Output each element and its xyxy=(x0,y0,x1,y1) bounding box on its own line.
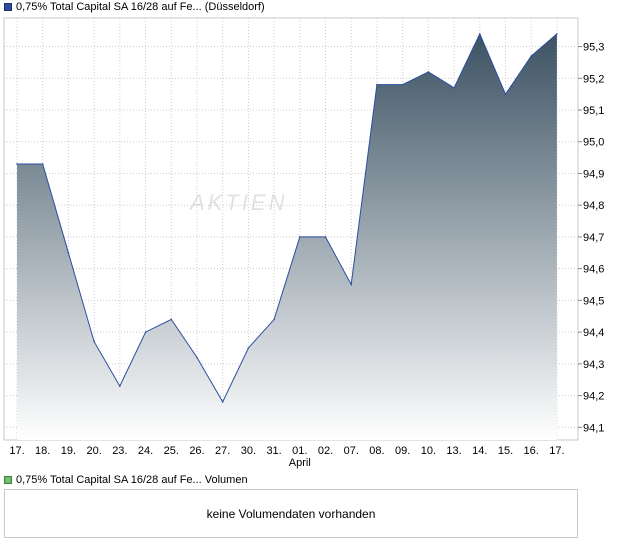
watermark-logo: AKTIEN xyxy=(190,190,288,215)
price-point xyxy=(93,340,95,343)
x-tick-label: 31. xyxy=(266,445,281,457)
price-point xyxy=(273,318,275,321)
price-point xyxy=(479,33,481,35)
x-tick-label: 27. xyxy=(215,445,230,457)
x-tick-label: 02. xyxy=(318,445,333,457)
x-tick-label: 23. xyxy=(112,445,127,457)
volume-legend: 0,75% Total Capital SA 16/28 auf Fe... V… xyxy=(4,473,248,487)
y-tick-label: 94,7 xyxy=(583,232,604,244)
price-point xyxy=(427,71,430,73)
price-legend-swatch xyxy=(4,3,12,11)
price-point xyxy=(299,236,301,238)
x-tick-label: 08. xyxy=(369,445,384,457)
y-tick-label: 95,2 xyxy=(583,73,604,85)
y-tick-label: 95,3 xyxy=(583,42,604,54)
price-point xyxy=(119,385,121,387)
x-tick-label: 25. xyxy=(164,445,179,457)
x-month-label: April xyxy=(289,457,311,469)
price-point xyxy=(453,87,455,89)
x-tick-label: 17. xyxy=(9,445,24,457)
volume-legend-swatch xyxy=(4,476,12,484)
price-point xyxy=(247,347,250,349)
x-tick-label: 20. xyxy=(86,445,101,457)
price-point xyxy=(401,83,404,86)
price-area xyxy=(17,33,557,441)
x-tick-label: 26. xyxy=(189,445,204,457)
y-tick-label: 95,1 xyxy=(583,105,604,117)
price-point xyxy=(196,356,198,359)
y-tick-label: 94,9 xyxy=(583,168,604,180)
price-point xyxy=(16,163,18,165)
x-tick-label: 17. xyxy=(549,445,564,457)
price-point xyxy=(221,401,224,403)
volume-panel: keine Volumendaten vorhanden xyxy=(4,489,578,538)
volume-empty-message: keine Volumendaten vorhanden xyxy=(206,506,376,521)
y-tick-label: 95,0 xyxy=(583,137,604,149)
price-line xyxy=(17,32,558,403)
price-point xyxy=(350,283,353,286)
y-tick-label: 94,8 xyxy=(583,200,604,212)
y-tick-label: 94,5 xyxy=(583,295,604,307)
y-tick-label: 94,1 xyxy=(583,422,604,434)
price-point xyxy=(144,331,147,333)
y-tick-label: 94,2 xyxy=(583,391,604,403)
x-tick-label: 16. xyxy=(524,445,539,457)
price-legend-label: 0,75% Total Capital SA 16/28 auf Fe... (… xyxy=(16,1,265,13)
x-tick-label: 10. xyxy=(421,445,436,457)
x-tick-label: 13. xyxy=(446,445,461,457)
price-point xyxy=(67,252,70,254)
y-tick-label: 94,4 xyxy=(583,327,604,339)
price-point xyxy=(376,83,378,86)
x-tick-label: 07. xyxy=(344,445,359,457)
x-tick-label: 30. xyxy=(241,445,256,457)
x-tick-label: 09. xyxy=(395,445,410,457)
y-tick-label: 94,6 xyxy=(583,264,604,276)
volume-legend-label: 0,75% Total Capital SA 16/28 auf Fe... V… xyxy=(16,474,248,486)
x-tick-label: 24. xyxy=(138,445,153,457)
price-point xyxy=(170,318,173,321)
x-tick-label: 15. xyxy=(498,445,513,457)
x-tick-label: 14. xyxy=(472,445,487,457)
y-tick-label: 94,3 xyxy=(583,359,604,371)
price-legend: 0,75% Total Capital SA 16/28 auf Fe... (… xyxy=(4,0,265,14)
x-tick-label: 18. xyxy=(35,445,50,457)
price-point xyxy=(556,33,558,35)
price-point xyxy=(530,55,532,57)
price-point xyxy=(324,236,327,238)
price-point xyxy=(504,93,507,95)
price-point xyxy=(41,163,44,165)
price-chart: 94,1 94,2 94,3 94,4 94,5 94,6 94,7 94,8 94,9 95,0… xyxy=(3,17,604,469)
x-tick-label: 01. xyxy=(292,445,307,457)
x-tick-label: 19. xyxy=(61,445,76,457)
